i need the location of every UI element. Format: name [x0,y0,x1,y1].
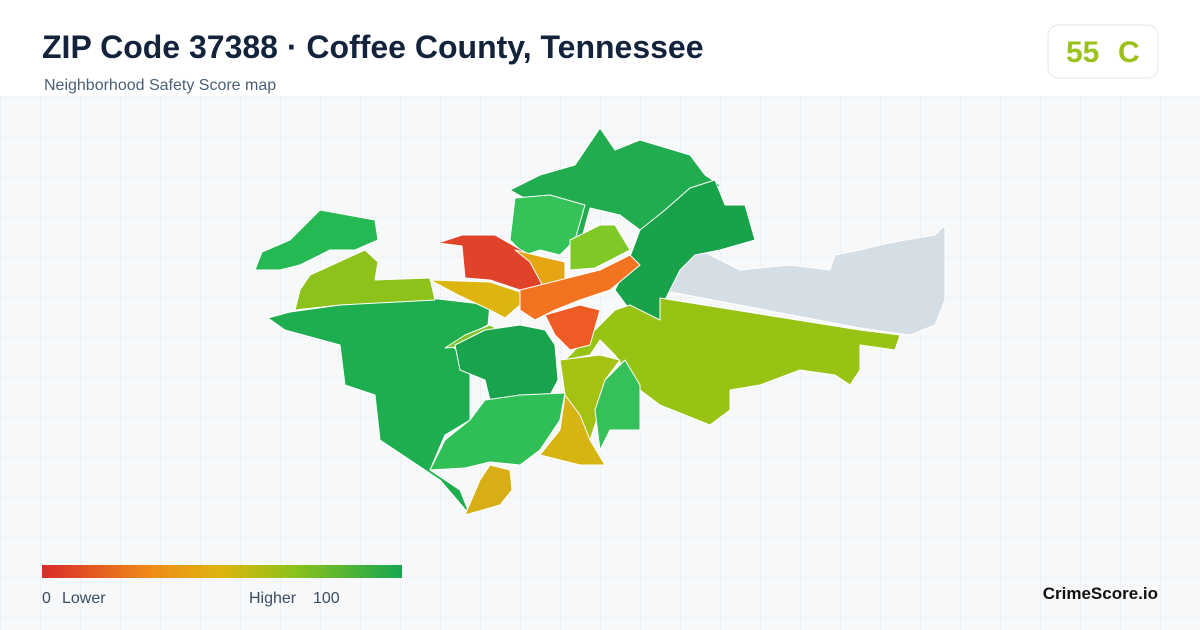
legend-gradient [42,565,402,578]
score: 55 [1066,36,1099,69]
region [294,249,436,311]
brand: CrimeScore.io [1043,584,1158,603]
region [544,304,601,351]
region [509,194,586,256]
legend-min-label: Lower [62,590,106,607]
subtitle: Neighborhood Safety Score map [44,77,276,94]
region [659,224,946,336]
region [614,179,756,321]
header-band [0,0,1200,96]
region [569,224,631,271]
legend-min: 0 [42,590,51,607]
score-badge [1047,24,1159,79]
region [454,324,559,401]
region [254,209,379,271]
region [429,279,521,319]
region [464,464,513,516]
legend-max: 100 [313,590,340,607]
region [267,297,491,516]
region [564,297,901,426]
region [519,254,641,321]
region [594,359,641,451]
region [429,392,566,471]
region [539,394,606,466]
zip-map [254,127,946,516]
title: ZIP Code 37388 · Coffee County, Tennesse… [42,29,704,65]
grade: C [1118,36,1140,69]
legend-max-label: Higher [249,590,297,607]
